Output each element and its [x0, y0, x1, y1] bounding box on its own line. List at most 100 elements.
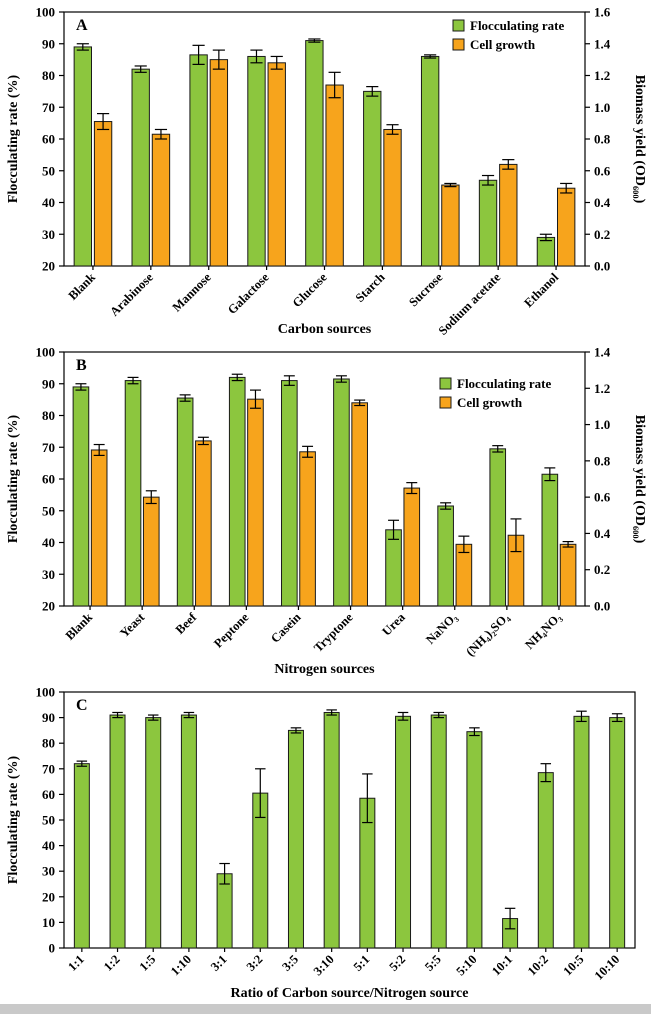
bar: [267, 62, 286, 267]
bar: [536, 236, 556, 267]
bar: [437, 505, 454, 607]
left-tick-label: 60: [42, 472, 55, 487]
bar: [305, 40, 324, 267]
bar: [287, 729, 304, 949]
bar: [351, 402, 368, 607]
bar: [430, 714, 447, 949]
right-tick-label: 0.4: [594, 195, 611, 210]
bar: [363, 90, 382, 267]
x-tick-label: 3:10: [311, 952, 337, 978]
left-tick-label: 70: [42, 761, 55, 776]
bar: [541, 473, 559, 607]
left-tick-label: 80: [42, 736, 55, 751]
x-axis-title: Ratio of Carbon source/Nitrogen source: [231, 986, 469, 1001]
x-tick-label: Blank: [66, 270, 99, 303]
x-tick-label: Ethanol: [521, 270, 561, 310]
x-tick-label: Starch: [353, 270, 388, 305]
bar: [131, 68, 150, 267]
left-tick-label: 90: [42, 710, 55, 725]
x-tick-label: Sucrose: [406, 270, 446, 310]
right-tick-label: 1.0: [594, 417, 610, 432]
x-tick-label: Peptone: [211, 610, 252, 651]
left-axis-title: Flocculating rate (%): [6, 415, 21, 544]
left-tick-label: 0: [49, 941, 56, 956]
left-axis-title: Flocculating rate (%): [6, 75, 21, 204]
x-tick-label: Tryptone: [311, 610, 356, 655]
chart-panel-c: 0 10 20 30 40 50 60 70 80 90 100 1:1 1:2 1:5 1:10 3:1 3:…: [6, 685, 636, 1001]
x-tick-label: NaNO₃: [423, 610, 460, 647]
x-tick-label: (NH₄)₂SO₄: [463, 610, 512, 659]
legend-label: Flocculating rate: [470, 18, 564, 33]
bar: [609, 717, 626, 949]
x-tick-label: 5:10: [453, 952, 479, 978]
bar: [189, 54, 208, 267]
x-tick-label: Arabinose: [107, 270, 156, 319]
x-tick-label: Yeast: [117, 610, 148, 641]
left-tick-label: 80: [42, 408, 55, 423]
bar: [228, 376, 246, 607]
bar: [145, 717, 162, 949]
bar: [124, 380, 142, 607]
right-tick-label: 0.4: [594, 526, 611, 541]
left-tick-label: 50: [42, 503, 55, 518]
bar: [323, 711, 340, 949]
x-tick-label: 1:2: [101, 952, 123, 974]
left-tick-label: 100: [36, 5, 56, 20]
right-tick-label: 1.6: [594, 5, 611, 20]
right-axis-title: Biomass yield (OD₆₀₀): [632, 75, 647, 204]
panel-letter: C: [76, 697, 88, 714]
x-tick-label: Beef: [173, 610, 200, 637]
left-tick-label: 60: [42, 787, 55, 802]
right-tick-label: 1.4: [594, 36, 611, 51]
x-tick-label: 1:10: [168, 952, 194, 978]
x-tick-label: Glucose: [290, 270, 330, 310]
bar: [73, 46, 92, 267]
right-tick-label: 0.0: [594, 259, 610, 274]
legend-label: Flocculating rate: [457, 376, 551, 391]
legend-swatch: [439, 377, 452, 390]
panel-letter: B: [76, 357, 87, 374]
bar: [247, 55, 266, 267]
right-tick-label: 0.8: [594, 132, 611, 147]
x-tick-label: Sodium acetate: [436, 270, 504, 338]
left-tick-label: 80: [42, 68, 55, 83]
left-tick-label: 90: [42, 36, 55, 51]
bar: [209, 59, 229, 267]
right-tick-label: 0.0: [594, 599, 610, 614]
bar: [499, 163, 518, 267]
bar: [557, 187, 576, 267]
left-tick-label: 40: [42, 838, 55, 853]
bar: [299, 451, 316, 607]
left-tick-label: 40: [42, 195, 55, 210]
right-tick-label: 0.6: [594, 163, 611, 178]
bar: [151, 133, 171, 267]
x-tick-label: 1:5: [137, 952, 159, 974]
x-tick-label: 10:10: [592, 952, 623, 983]
bar: [325, 84, 344, 267]
bar: [478, 179, 498, 267]
left-tick-label: 10: [42, 915, 55, 930]
left-tick-label: 90: [42, 376, 55, 391]
x-tick-label: 5:1: [351, 952, 373, 974]
bar: [573, 715, 590, 949]
x-axis-title: Nitrogen sources: [274, 662, 375, 677]
bar: [333, 378, 350, 607]
right-tick-label: 0.2: [594, 562, 610, 577]
panel-letter: A: [76, 17, 88, 34]
x-tick-label: 3:5: [279, 952, 301, 974]
bar: [441, 184, 460, 267]
x-tick-label: Galactose: [225, 270, 272, 317]
bar: [176, 397, 194, 607]
bar: [385, 529, 402, 607]
right-tick-label: 1.4: [594, 345, 611, 360]
bar: [73, 763, 90, 949]
legend-label: Cell growth: [457, 395, 523, 410]
left-tick-label: 70: [42, 440, 55, 455]
x-tick-label: Casein: [268, 610, 303, 645]
bar: [109, 714, 126, 949]
bar: [180, 714, 197, 949]
left-axis-title: Flocculating rate (%): [6, 756, 21, 885]
legend-label: Cell growth: [470, 37, 536, 52]
right-tick-label: 0.6: [594, 490, 611, 505]
